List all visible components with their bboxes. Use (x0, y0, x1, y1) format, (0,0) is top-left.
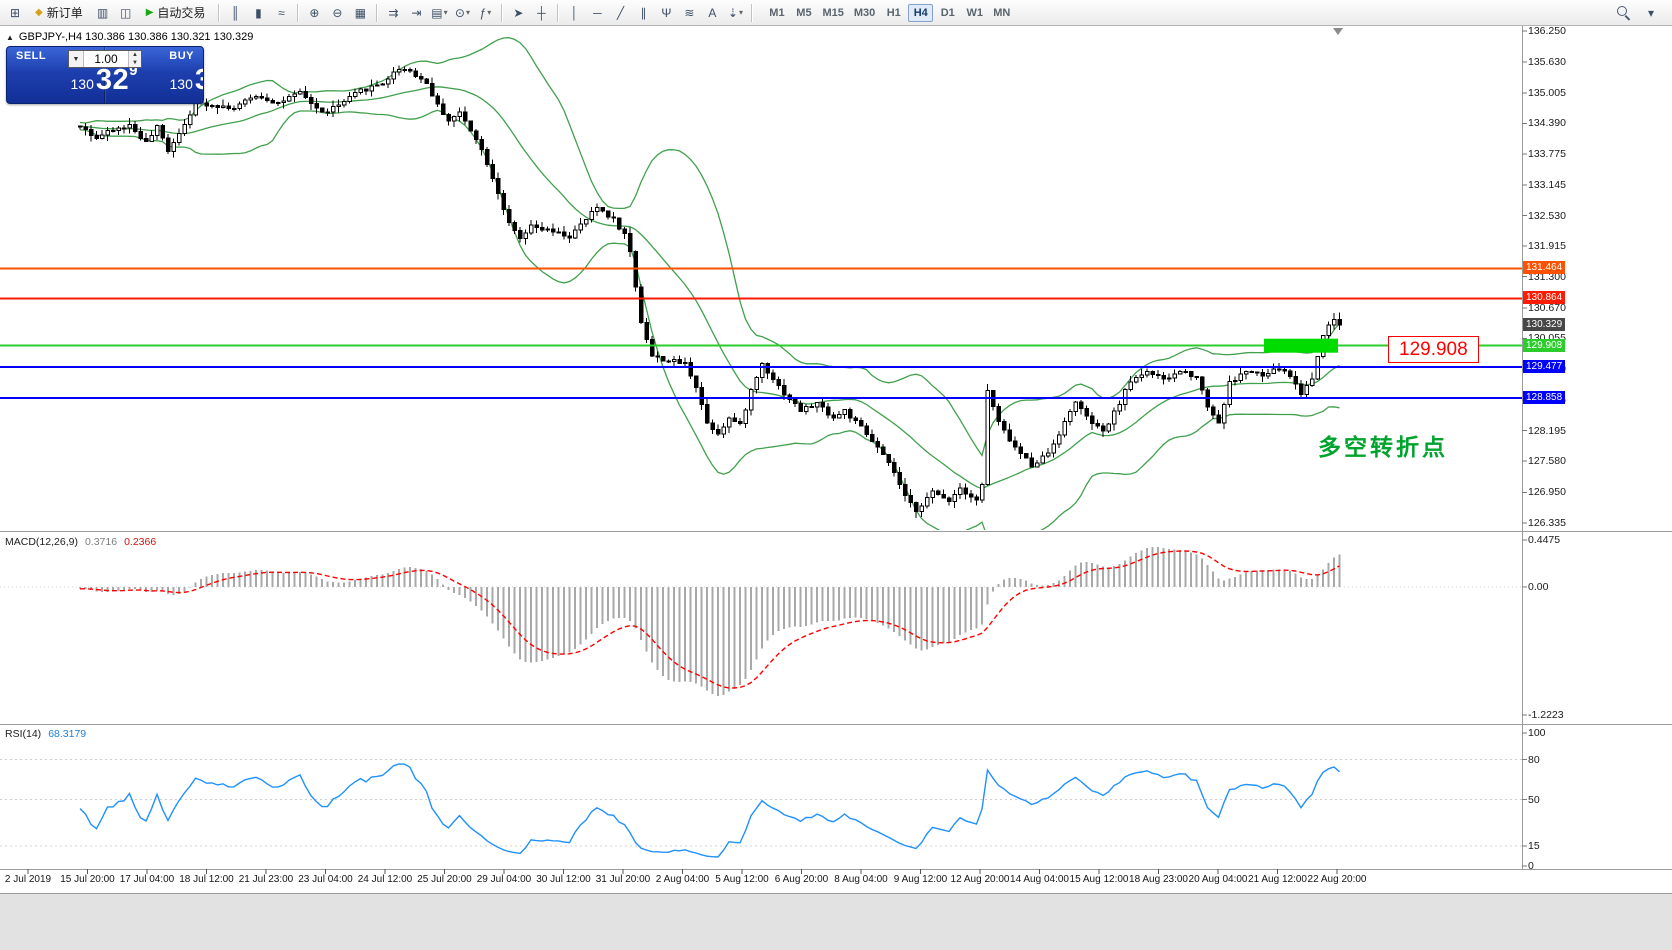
equidistant-channel-icon[interactable]: ∥ (632, 3, 654, 23)
cursor-icon[interactable]: ➤ (507, 3, 529, 23)
volume-input[interactable] (84, 51, 128, 67)
tile-windows-icon[interactable]: ▦ (349, 3, 371, 23)
symbol-ohlc-readout: ▲ GBPJPY-,H4 130.386 130.386 130.321 130… (6, 31, 253, 43)
timeframe-mn[interactable]: MN (989, 4, 1014, 22)
new-order-button[interactable]: ◆ 新订单 (27, 3, 91, 23)
zoom-in-icon[interactable]: ⊕ (303, 3, 325, 23)
fibonacci-icon[interactable]: ≋ (678, 3, 700, 23)
sell-label: SELL (16, 50, 47, 62)
toolbar-separator (751, 3, 753, 22)
timeframe-m30[interactable]: M30 (850, 4, 879, 22)
toolbar-separator (557, 3, 559, 22)
chevron-down-icon: ▾ (443, 8, 448, 17)
periods-icon[interactable]: ⊙ ▾ (451, 3, 473, 23)
chevron-down-icon: ▾ (465, 8, 470, 17)
autotrading-button-icon: ▶ (145, 7, 154, 18)
chevron-down-icon: ▾ (738, 8, 743, 17)
volume-dropdown-button[interactable]: ▼ (69, 51, 84, 67)
timeframe-h4[interactable]: H4 (908, 3, 934, 22)
volume-control: ▼ ▲ ▼ (68, 50, 142, 68)
toolbar-separator (501, 3, 503, 22)
timeframe-h1[interactable]: H1 (881, 4, 906, 22)
bar-chart-icon[interactable]: ║ (224, 3, 246, 23)
chart-shift-marker-icon (1333, 28, 1343, 35)
search-icon[interactable] (1612, 3, 1634, 23)
autotrading-button-label: 自动交易 (157, 6, 206, 20)
turning-point-annotation[interactable]: 多空转折点 (1318, 434, 1448, 460)
horizontal-line-icon[interactable]: ─ (586, 3, 608, 23)
rsi-value: 68.3179 (48, 728, 87, 740)
toolbar-separator (218, 3, 220, 22)
chart-shift-icon[interactable]: ⇥ (405, 3, 427, 23)
collapse-triangle-icon[interactable]: ▲ (6, 32, 14, 42)
timeframe-w1[interactable]: W1 (962, 4, 987, 22)
price-level-annotation[interactable]: 129.908 (1388, 336, 1479, 363)
rsi-name: RSI(14) (5, 728, 42, 740)
crosshair-icon[interactable]: ┼ (530, 3, 552, 23)
arrows-icon[interactable]: ⇣ ▾ (724, 3, 746, 23)
new-chart-icon[interactable]: ⊞ (4, 3, 26, 23)
one-click-trading-panel: SELL 130329 BUY 130372 ▼ ▲ ▼ (6, 46, 204, 104)
chevron-down-icon: ▾ (487, 8, 492, 17)
auto-scroll-icon[interactable]: ⇉ (382, 3, 404, 23)
trendline-icon[interactable]: ╱ (609, 3, 631, 23)
window-bottom-area (0, 893, 1672, 950)
volume-increase-button[interactable]: ▲ (129, 51, 141, 59)
timeframe-m15[interactable]: M15 (818, 4, 847, 22)
buy-price: 130372 (169, 65, 203, 95)
timeframe-group: M1 M5 M15 M30 H1 H4 D1 W1 MN (763, 3, 1015, 22)
toolbar-separator (376, 3, 378, 22)
templates-icon[interactable]: ▤ ▾ (428, 3, 450, 23)
volume-decrease-button[interactable]: ▼ (129, 59, 141, 67)
toolbar: ⊞ ◆ 新订单 ▥ ◫ ▶ 自动交易 ║ ▮ ≈ ⊕ ⊖ ▦ ⇉ ⇥ ▤ ▾ ⊙ ▾ ƒ ▾ ➤ ┼ │ ─ ╱ ∥ Ψ ≋ A ⇣ ▾ M1… (0, 0, 1672, 26)
line-chart-icon[interactable]: ≈ (270, 3, 292, 23)
candlestick-chart-icon[interactable]: ▮ (247, 3, 269, 23)
toolbar-separator (297, 3, 299, 22)
timeframe-d1[interactable]: D1 (935, 4, 960, 22)
toolbar-item-group: ⊞ ◆ 新订单 ▥ ◫ ▶ 自动交易 ║ ▮ ≈ ⊕ ⊖ ▦ ⇉ ⇥ ▤ ▾ ⊙ ▾ ƒ ▾ ➤ ┼ │ ─ ╱ ∥ Ψ ≋ A ⇣ ▾ (4, 3, 756, 23)
symbol-ohlc-text: GBPJPY-,H4 130.386 130.386 130.321 130.3… (18, 31, 254, 43)
toolbar-options-icon[interactable]: ▾ (1640, 3, 1662, 23)
text-label-icon[interactable]: A (701, 3, 723, 23)
chart-window-icon[interactable]: ▥ (92, 3, 114, 23)
volume-spinner: ▲ ▼ (128, 51, 141, 67)
macd-main-value: 0.3716 (84, 536, 118, 548)
macd-signal-value: 0.2366 (124, 536, 157, 548)
timeframe-m1[interactable]: M1 (764, 4, 789, 22)
new-order-button-icon: ◆ (35, 7, 43, 18)
vertical-line-icon[interactable]: │ (563, 3, 585, 23)
andrews-pitchfork-icon[interactable]: Ψ (655, 3, 677, 23)
indicators-icon[interactable]: ƒ ▾ (474, 3, 496, 23)
search-icon (1616, 5, 1631, 20)
macd-name: MACD(12,26,9) (5, 536, 78, 548)
data-window-icon[interactable]: ◫ (115, 3, 137, 23)
zoom-out-icon[interactable]: ⊖ (326, 3, 348, 23)
toolbar-right-group: ▾ (1612, 3, 1668, 23)
timeframe-m5[interactable]: M5 (791, 4, 816, 22)
new-order-button-label: 新订单 (46, 6, 83, 20)
macd-readout: MACD(12,26,9) 0.3716 0.2366 (5, 536, 156, 548)
rsi-readout: RSI(14) 68.3179 (5, 728, 86, 740)
autotrading-button[interactable]: ▶ 自动交易 (138, 3, 214, 23)
